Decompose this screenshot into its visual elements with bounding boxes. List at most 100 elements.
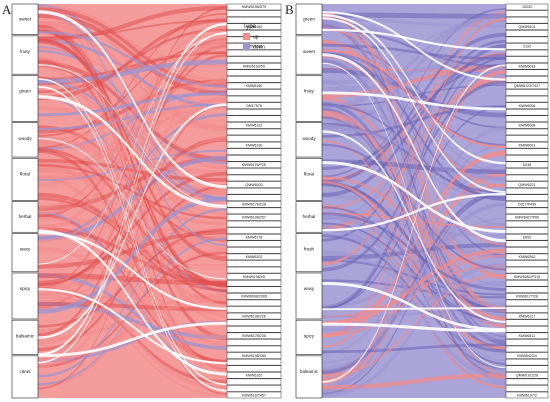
flow-link (322, 12, 506, 19)
target-label: QMW6101/28 (516, 374, 538, 378)
flow-link (322, 39, 506, 280)
target-node (226, 220, 282, 228)
flow-link (322, 144, 506, 355)
target-node (226, 49, 282, 57)
source-nodes: sweet fruity green woody floral herbal waxy spi… (11, 3, 39, 399)
target-node (226, 168, 282, 175)
flow-link (38, 158, 227, 182)
target-node (505, 306, 549, 313)
target-node (226, 194, 282, 201)
flow-link (322, 228, 506, 334)
flow-link (322, 183, 506, 369)
flow-link (38, 35, 227, 325)
flow-link (38, 7, 227, 88)
flow-link (322, 21, 506, 227)
target-node (226, 23, 282, 30)
target-node (226, 181, 282, 188)
flow-link (38, 19, 227, 39)
target-node (505, 82, 549, 90)
target-node (505, 207, 549, 215)
target-node (505, 62, 549, 70)
flow-link (38, 37, 227, 288)
flow-link (322, 10, 506, 257)
flow-link (38, 208, 227, 378)
source-label-waxy: waxy (304, 286, 315, 291)
flow-link-up (322, 49, 506, 149)
target-node (226, 227, 282, 234)
source-label-balsamic: balsamic (16, 333, 35, 338)
flow-link (322, 53, 506, 197)
target-node (505, 326, 549, 333)
target-node (226, 365, 282, 372)
flow-link (322, 44, 506, 228)
flow-link (38, 59, 227, 84)
flow-link (38, 197, 227, 292)
flow-gap (322, 161, 506, 233)
target-label: KMW6192 (246, 124, 263, 128)
target-node (226, 319, 282, 326)
flow-link (38, 47, 227, 132)
target-node (226, 372, 282, 379)
target-label: D092 (523, 235, 532, 239)
source-node-balsamic (295, 355, 323, 399)
flow-link (38, 235, 227, 290)
target-node (226, 312, 282, 320)
target-node (226, 141, 282, 149)
flow-link (322, 212, 506, 292)
flow-link (322, 124, 506, 182)
target-node (226, 339, 282, 346)
target-node (226, 214, 282, 221)
target-nodes: KMW6198/D79 KMW6182 KMW6186 KMW6193/5S KMW61… (226, 3, 282, 399)
target-label: 2192 (523, 45, 531, 49)
flow-gap (38, 138, 227, 280)
target-label: KMW6411 (519, 334, 536, 338)
flow-link (38, 301, 227, 340)
target-label: D246 (523, 163, 532, 167)
source-node-citrus (11, 355, 39, 399)
target-node (226, 286, 282, 293)
flow-link (322, 162, 506, 376)
flow-link (38, 38, 227, 231)
legend-title: Type (243, 24, 257, 30)
target-node (226, 76, 282, 83)
flow-gap (322, 62, 506, 369)
flow-link (322, 26, 506, 312)
flow-link (322, 48, 506, 181)
flow-link (38, 45, 227, 187)
flow-link (38, 218, 227, 234)
target-label: KMW6182 (246, 25, 263, 29)
target-node (226, 30, 282, 37)
flow-gap (322, 28, 506, 51)
target-label: QMW6101 (518, 25, 535, 29)
source-label-spicy: spicy (304, 333, 315, 338)
flow-link (322, 12, 506, 312)
flow-link (38, 213, 227, 364)
flow-link (322, 222, 506, 325)
target-node (226, 187, 282, 195)
flow-gap (38, 288, 227, 365)
source-label-floral: floral (304, 171, 314, 176)
target-node (505, 253, 549, 261)
source-node-fruity (11, 35, 39, 75)
flow-link (38, 164, 227, 220)
flow-link (322, 56, 506, 310)
target-node (505, 10, 549, 17)
flow-link (322, 28, 506, 68)
flow-link (38, 192, 227, 227)
flows (322, 4, 506, 398)
target-node (226, 69, 282, 76)
target-node (226, 273, 282, 280)
flow-link (38, 273, 227, 286)
target-label: D317/P439 (518, 203, 536, 207)
flow-link (322, 213, 506, 228)
target-node (505, 391, 549, 399)
flow-link (38, 5, 227, 41)
target-node (226, 109, 282, 116)
flow-link (38, 40, 227, 311)
flow-link (38, 237, 227, 333)
target-node (226, 266, 282, 274)
source-node-green (11, 75, 39, 122)
flow-gap (322, 91, 506, 111)
